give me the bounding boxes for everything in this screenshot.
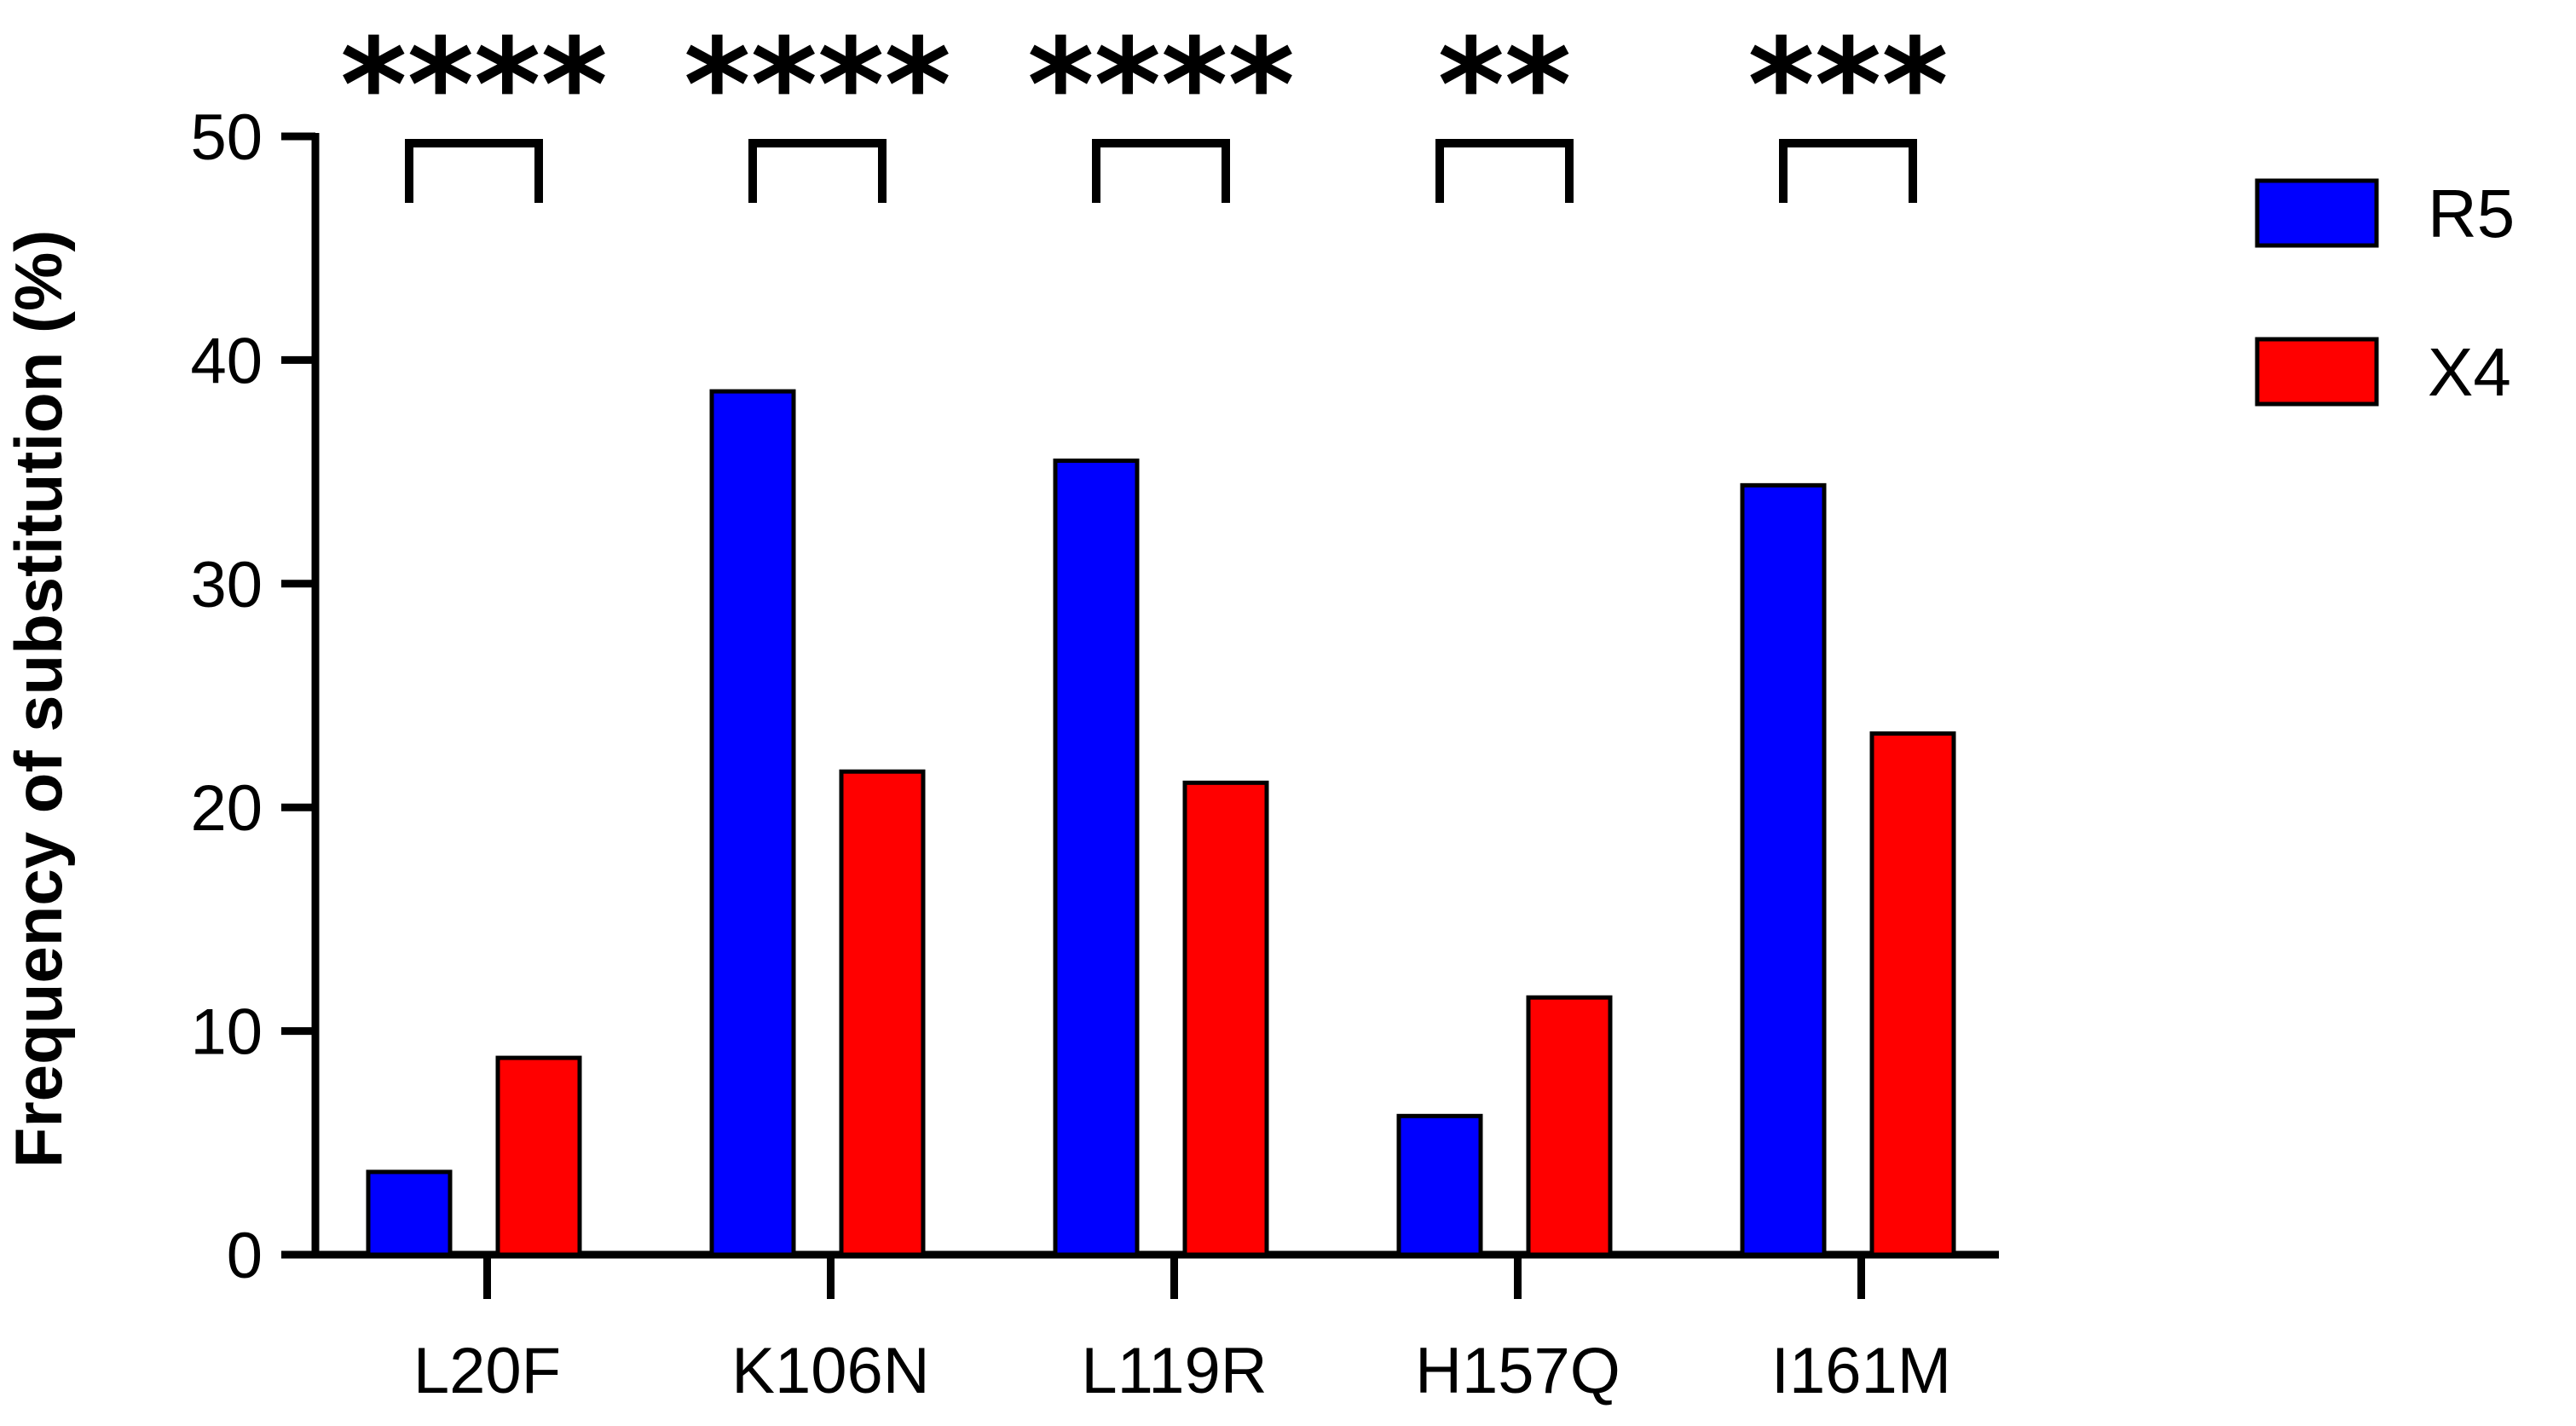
legend: R5 X4: [2255, 176, 2515, 410]
bar-r5: [709, 389, 796, 1257]
y-tick-label: 40: [190, 325, 263, 397]
y-tick-label: 50: [190, 101, 263, 174]
y-axis-title: Frequency of substitution (%): [1, 230, 76, 1169]
x-tick-label: L119R: [1081, 1335, 1267, 1407]
bar-x4: [1869, 731, 1956, 1257]
legend-label-x4: X4: [2428, 334, 2511, 410]
bar-x4: [839, 769, 926, 1257]
significance-bracket: [1435, 139, 1574, 203]
bar-x4: [495, 1055, 582, 1257]
significance-bracket: [1092, 139, 1230, 203]
bar-r5: [1053, 458, 1140, 1257]
bar-x4: [1182, 780, 1269, 1257]
x-tick-label: H157Q: [1415, 1335, 1620, 1407]
y-axis: 0 10 20 30 40 50: [190, 101, 320, 1292]
significance-label: ****: [340, 12, 608, 160]
legend-label-r5: R5: [2428, 176, 2515, 251]
x-tick-label: I161M: [1771, 1335, 1951, 1407]
legend-swatch-r5: [2255, 178, 2379, 248]
significance-label: ****: [1027, 12, 1295, 160]
legend-swatch-x4: [2255, 337, 2379, 407]
bar-r5: [366, 1169, 453, 1257]
bar-r5: [1740, 482, 1827, 1257]
significance-bracket: [1779, 139, 1917, 203]
significance-bracket: [405, 139, 543, 203]
bar-x4: [1526, 995, 1613, 1257]
significance-bracket: [748, 139, 887, 203]
y-tick-label: 0: [227, 1220, 263, 1292]
bar-r5: [1396, 1113, 1483, 1257]
x-tick-label: K106N: [731, 1335, 929, 1407]
significance-label: ****: [684, 12, 951, 160]
y-tick-label: 10: [190, 996, 263, 1069]
x-tick-label: L20F: [413, 1335, 561, 1407]
bars: [366, 389, 1956, 1257]
significance-annotations: **** **** **** ** ***: [340, 12, 1949, 203]
x-axis: L20F K106N L119R H157Q I161M: [312, 1250, 1999, 1407]
significance-label: ***: [1747, 12, 1948, 160]
y-tick-label: 20: [190, 772, 263, 845]
y-tick-label: 30: [190, 549, 263, 621]
significance-label: **: [1438, 12, 1572, 160]
